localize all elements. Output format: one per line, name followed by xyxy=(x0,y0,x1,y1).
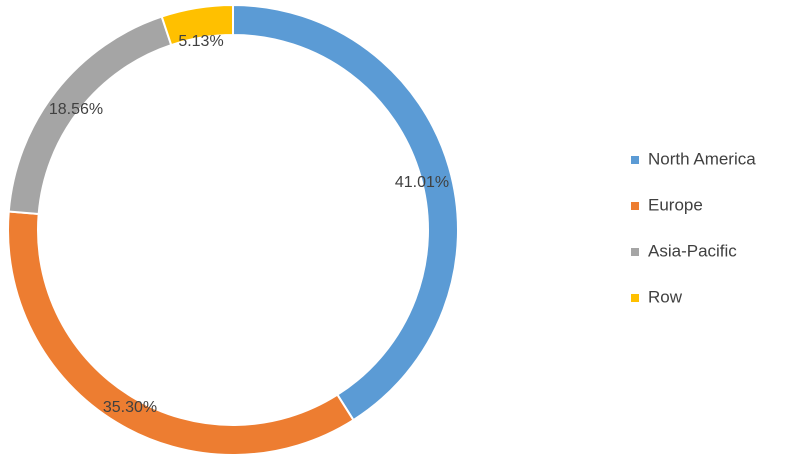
data-label-row: 5.13% xyxy=(178,33,223,50)
chart-data-labels: 41.01% 35.30% 18.56% 5.13% xyxy=(49,33,449,416)
slice-europe xyxy=(7,210,355,456)
legend-label-row: Row xyxy=(648,287,683,306)
legend-swatch-asia-pacific xyxy=(631,248,639,256)
legend-label-europe: Europe xyxy=(648,195,703,214)
data-label-north-america: 41.01% xyxy=(395,174,449,191)
legend-swatch-row xyxy=(631,294,639,302)
slice-row xyxy=(160,3,234,47)
data-label-europe: 35.30% xyxy=(103,399,157,416)
legend-label-north-america: North America xyxy=(648,149,756,168)
legend-swatch-europe xyxy=(631,202,639,210)
slice-north-america xyxy=(232,3,459,422)
legend-label-asia-pacific: Asia-Pacific xyxy=(648,241,737,260)
data-label-asia-pacific: 18.56% xyxy=(49,101,103,118)
chart-legend: North America Europe Asia-Pacific Row xyxy=(631,149,756,306)
legend-swatch-north-america xyxy=(631,156,639,164)
chart-slices xyxy=(7,3,459,456)
